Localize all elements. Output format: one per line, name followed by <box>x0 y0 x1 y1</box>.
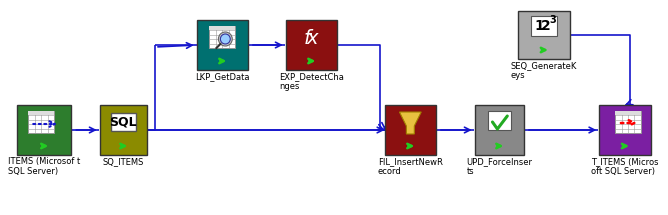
FancyBboxPatch shape <box>385 105 436 155</box>
Polygon shape <box>399 112 422 134</box>
Text: SEQ_GenerateK
eys: SEQ_GenerateK eys <box>511 61 577 80</box>
Text: FIL_InsertNewR
ecord: FIL_InsertNewR ecord <box>378 157 443 176</box>
FancyBboxPatch shape <box>210 26 216 30</box>
FancyBboxPatch shape <box>47 111 54 115</box>
Text: 3: 3 <box>550 15 556 25</box>
Text: $f\!x$: $f\!x$ <box>303 29 320 48</box>
Text: ITEMS (Microsof t
SQL Server): ITEMS (Microsof t SQL Server) <box>8 157 80 176</box>
FancyBboxPatch shape <box>615 111 641 133</box>
FancyBboxPatch shape <box>35 111 41 115</box>
FancyBboxPatch shape <box>635 111 641 115</box>
FancyBboxPatch shape <box>196 20 248 70</box>
Text: EXP_DetectCha
nges: EXP_DetectCha nges <box>279 72 344 91</box>
FancyBboxPatch shape <box>210 26 235 48</box>
Text: UPD_ForceInser
ts: UPD_ForceInser ts <box>466 157 532 176</box>
FancyBboxPatch shape <box>531 16 556 36</box>
FancyBboxPatch shape <box>518 11 570 59</box>
FancyBboxPatch shape <box>621 111 628 115</box>
FancyBboxPatch shape <box>628 111 635 115</box>
Text: 1: 1 <box>534 19 544 33</box>
FancyBboxPatch shape <box>599 105 651 155</box>
FancyBboxPatch shape <box>615 111 621 115</box>
FancyBboxPatch shape <box>29 111 54 133</box>
FancyBboxPatch shape <box>228 26 235 30</box>
FancyBboxPatch shape <box>286 20 337 70</box>
Text: T_ITEMS (Micros
oft SQL Server): T_ITEMS (Micros oft SQL Server) <box>591 157 659 176</box>
Circle shape <box>218 32 232 46</box>
FancyBboxPatch shape <box>488 111 511 130</box>
Text: 2: 2 <box>541 19 550 33</box>
FancyBboxPatch shape <box>111 113 136 131</box>
FancyBboxPatch shape <box>17 105 71 155</box>
Circle shape <box>220 34 230 44</box>
Text: SQL: SQL <box>110 115 137 129</box>
FancyBboxPatch shape <box>100 105 147 155</box>
FancyBboxPatch shape <box>29 111 35 115</box>
FancyBboxPatch shape <box>475 105 524 155</box>
Text: SQ_ITEMS: SQ_ITEMS <box>103 157 144 166</box>
FancyBboxPatch shape <box>222 26 228 30</box>
FancyBboxPatch shape <box>41 111 47 115</box>
FancyBboxPatch shape <box>216 26 222 30</box>
Text: LKP_GetData: LKP_GetData <box>195 72 250 81</box>
